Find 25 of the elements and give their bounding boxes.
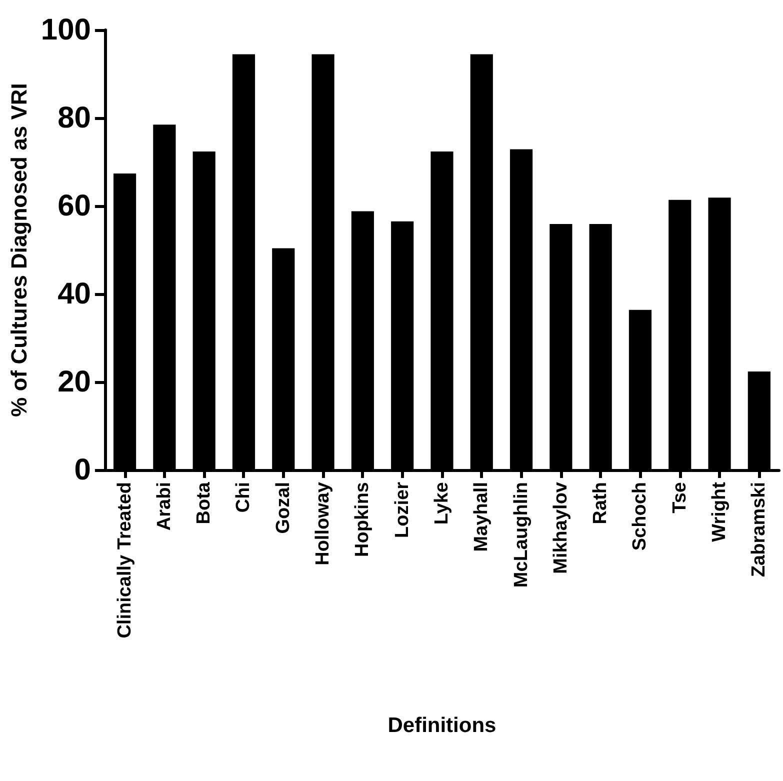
y-tick-label: 100 bbox=[40, 14, 91, 46]
x-tick-label: Bota bbox=[194, 482, 215, 524]
x-tick-label: Schoch bbox=[630, 482, 651, 551]
x-tick-label: Mikhaylov bbox=[550, 482, 572, 574]
y-tick-label: 0 bbox=[74, 454, 91, 486]
x-tick-label: Mayhall bbox=[471, 482, 492, 552]
y-tick-label: 60 bbox=[58, 190, 91, 222]
y-tick-label: 40 bbox=[58, 278, 91, 310]
y-tick-label: 20 bbox=[58, 366, 91, 398]
x-tick-label: Tse bbox=[669, 482, 690, 514]
x-tick-label: Hopkins bbox=[352, 482, 374, 557]
x-tick-label: Lyke bbox=[431, 482, 452, 525]
x-axis-title: Definitions bbox=[388, 714, 496, 737]
x-tick-label: Rath bbox=[590, 482, 612, 524]
x-tick-label: Arabi bbox=[154, 482, 175, 531]
x-tick-label: Gozal bbox=[272, 482, 294, 534]
x-tick-label: Zabramski bbox=[748, 482, 770, 578]
x-tick-label: Lozier bbox=[392, 481, 413, 538]
y-tick-label: 80 bbox=[58, 102, 91, 134]
x-tick-label: McLaughlin bbox=[510, 482, 532, 588]
x-tick-label: Holloway bbox=[312, 482, 334, 566]
x-tick-label: Chi bbox=[233, 482, 254, 513]
y-axis-title: % of Cultures Diagnosed as VRI bbox=[6, 83, 32, 417]
x-tick-label: Wright bbox=[709, 481, 730, 542]
x-tick-label: Clinically Treated bbox=[114, 482, 136, 638]
